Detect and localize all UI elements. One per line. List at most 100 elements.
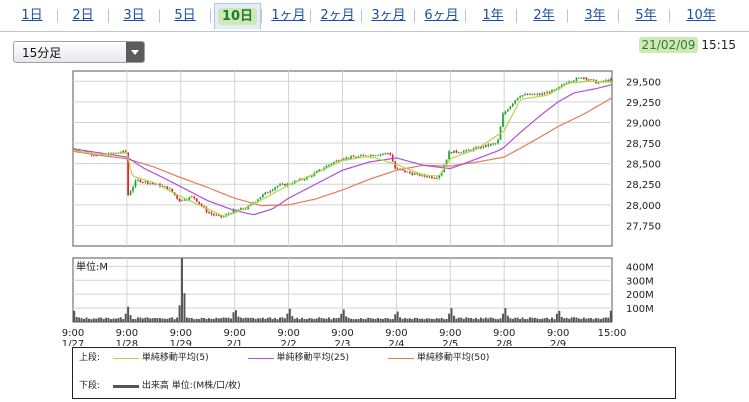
candle-body [303, 179, 306, 181]
candle-body [190, 196, 193, 198]
tab-separator [669, 9, 670, 23]
candle-body [582, 77, 585, 79]
candle-body [244, 209, 247, 210]
date-tick-label: 1/27 [62, 339, 84, 346]
candle-body [232, 209, 235, 214]
date-tick-label: 2/8 [496, 339, 512, 346]
candle-body [560, 84, 563, 87]
candle-body [538, 93, 541, 95]
interval-select-value: 15分足 [22, 46, 62, 60]
candle-body [186, 199, 188, 201]
tab-active-label: 10日 [217, 8, 258, 25]
candle-body [450, 152, 453, 154]
candle-body [75, 149, 78, 151]
candle-body [470, 149, 472, 151]
candle-body [200, 203, 203, 207]
tab-14[interactable]: 10年 [686, 8, 716, 23]
volume-axis: 400M 300M 200M 100M [626, 262, 654, 315]
candle-body [565, 83, 568, 84]
tab-6[interactable]: 1ヶ月 [271, 8, 306, 23]
last-updated-date: 21/02/09 [638, 37, 699, 53]
legend-ma25: 単純移動平均(25) [276, 353, 350, 363]
candle-body [553, 89, 556, 91]
candle-body [217, 214, 220, 216]
candle-body [164, 186, 166, 187]
ma50-line [72, 97, 613, 207]
candle-body [585, 77, 588, 80]
candle-body [377, 155, 379, 157]
candle-body [458, 152, 460, 154]
candle-body [409, 171, 411, 174]
candle-body [129, 191, 132, 196]
tab-13[interactable]: 5年 [635, 8, 657, 23]
candle-body [587, 79, 590, 81]
candle-body [578, 77, 580, 79]
candle-body [431, 176, 433, 179]
candle-body [335, 160, 338, 162]
candle-body [416, 173, 419, 175]
candle-body [401, 169, 404, 171]
candle-body [95, 155, 98, 156]
time-tick-label: 9:00 [385, 328, 407, 339]
candle-body [325, 165, 328, 168]
candle-body [404, 170, 406, 173]
candle-body [237, 209, 240, 211]
price-axis: 29,500 29,250 29,000 28,750 28,500 28,250 28,0… [626, 77, 661, 232]
tab-12[interactable]: 3年 [584, 8, 606, 23]
candle-body [122, 150, 125, 153]
candle-body [220, 214, 223, 217]
tab-10[interactable]: 1年 [482, 8, 504, 23]
candle-body [568, 81, 570, 84]
tab-8[interactable]: 3ヶ月 [371, 8, 406, 23]
candle-body [497, 139, 499, 144]
candle-body [262, 194, 264, 198]
time-tick-label: 15:00 [598, 328, 627, 339]
time-tick-label: 9:00 [439, 328, 461, 339]
tab-2[interactable]: 2日 [72, 8, 94, 23]
tab-11[interactable]: 2年 [533, 8, 555, 23]
interval-select[interactable]: 15分足 [13, 41, 145, 63]
candle-body [330, 163, 333, 165]
volume-tick-label: 100M [626, 304, 654, 315]
tab-4[interactable]: 5日 [174, 8, 196, 23]
tab-3[interactable]: 3日 [123, 8, 145, 23]
candle-body [592, 79, 595, 81]
candle-body [521, 95, 524, 97]
tab-1[interactable]: 1日 [21, 8, 43, 23]
chevron-down-icon[interactable] [126, 42, 144, 62]
ma25-line [72, 84, 613, 216]
candle-body [413, 173, 416, 175]
candle-body [389, 153, 392, 155]
candle-body [396, 168, 399, 170]
candle-body [597, 82, 600, 84]
candle-body [257, 199, 259, 202]
tab-separator [108, 9, 109, 23]
candle-body [394, 161, 397, 169]
candle-body [411, 173, 414, 175]
candle-body [328, 164, 330, 166]
candle-body [433, 178, 436, 179]
time-axis: 9:001/279:001/289:001/299:002/19:002/29:… [62, 328, 627, 346]
tab-9[interactable]: 6ヶ月 [424, 8, 459, 23]
tab-5[interactable]: 10日 [214, 3, 261, 30]
candle-body [264, 192, 267, 195]
candle-body [445, 159, 448, 166]
price-tick-label: 29,250 [626, 98, 661, 109]
candle-body [524, 94, 526, 96]
candle-body [168, 188, 171, 190]
candle-body [271, 189, 274, 192]
candle-body [247, 206, 250, 210]
candle-body [350, 156, 352, 159]
candle-body [492, 143, 495, 145]
time-tick-label: 9:00 [116, 328, 138, 339]
candle-body [533, 94, 536, 96]
candle-body [181, 199, 183, 201]
legend-ma5: 単純移動平均(5) [141, 353, 209, 363]
tab-separator [516, 9, 517, 23]
tab-7[interactable]: 2ヶ月 [320, 8, 355, 23]
candle-body [134, 180, 137, 187]
volume-tick-label: 400M [626, 262, 654, 273]
candle-body [514, 100, 517, 104]
candle-body [487, 144, 490, 146]
candle-body [467, 149, 470, 151]
